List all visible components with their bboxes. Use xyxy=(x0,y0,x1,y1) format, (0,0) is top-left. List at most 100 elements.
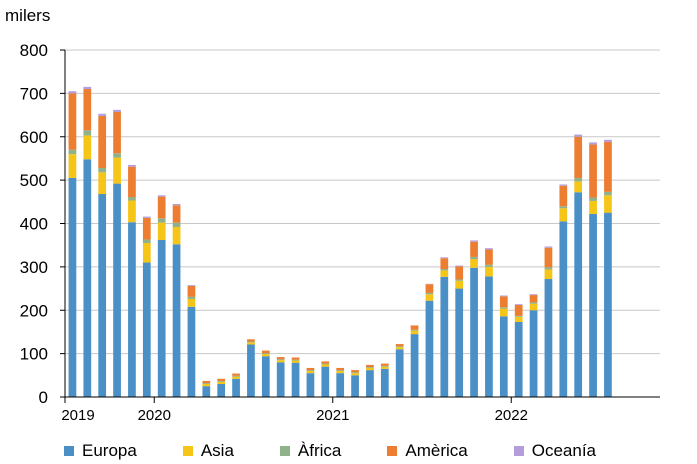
bar-segment-asia xyxy=(485,266,493,277)
bar-segment-oceania xyxy=(68,91,77,94)
bar-segment-frica xyxy=(306,370,315,371)
bar-segment-frica xyxy=(604,191,612,196)
bar-segment-europa xyxy=(217,383,226,397)
bar-segment-amrica xyxy=(157,196,166,219)
bars xyxy=(68,86,612,397)
bar-segment-amrica xyxy=(247,339,255,342)
bar-segment-europa xyxy=(83,159,92,397)
bar-segment-amrica xyxy=(559,185,568,207)
bar-segment-asia xyxy=(306,370,315,374)
bar-segment-europa xyxy=(113,183,121,397)
bar-segment-oceania xyxy=(440,257,449,259)
bar-segment-asia xyxy=(366,367,374,371)
bar-segment-asia xyxy=(113,157,121,184)
bar-segment-europa xyxy=(172,244,181,397)
bar-segment-amrica xyxy=(321,361,330,364)
bar-segment-frica xyxy=(291,359,300,361)
bar-segment-amrica xyxy=(470,241,478,257)
bar-segment-asia xyxy=(514,316,523,322)
bar-segment-asia xyxy=(202,383,211,387)
bar-segment-europa xyxy=(291,362,300,397)
gridlines xyxy=(65,49,660,355)
bar-segment-frica xyxy=(261,353,270,355)
bar-segment-asia xyxy=(98,172,107,195)
bar-segment-asia xyxy=(499,308,508,317)
bar-segment-europa xyxy=(261,356,270,397)
bar-segment-europa xyxy=(128,222,136,397)
bar-segment-europa xyxy=(187,306,196,397)
bar-segment-frica xyxy=(157,218,166,223)
legend-label-america: Amèrica xyxy=(405,441,468,460)
bar-segment-asia xyxy=(455,280,464,289)
bar-segment-frica xyxy=(202,383,211,384)
bar-segment-europa xyxy=(232,378,240,397)
bar-segment-asia xyxy=(232,376,240,379)
bar-segment-europa xyxy=(366,370,374,397)
bar-segment-asia xyxy=(604,195,612,213)
bar-segment-europa xyxy=(380,368,389,397)
bar-segment-amrica xyxy=(202,380,211,384)
bar-segment-amrica xyxy=(366,364,374,368)
bar-segment-oceania xyxy=(83,86,92,90)
bar-segment-amrica xyxy=(68,93,77,150)
legend-label-europa: Europa xyxy=(82,441,137,460)
bar-segment-amrica xyxy=(306,367,315,371)
bar-segment-amrica xyxy=(351,370,359,373)
bar-segment-asia xyxy=(142,243,151,263)
bar-segment-amrica xyxy=(261,350,270,354)
bar-segment-europa xyxy=(544,279,553,397)
bar-segment-frica xyxy=(247,341,255,343)
bar-segment-oceania xyxy=(172,203,181,206)
bar-segment-europa xyxy=(157,239,166,397)
bar-segment-europa xyxy=(559,221,568,397)
bar-segment-oceania xyxy=(499,295,508,297)
bar-segment-frica xyxy=(574,177,583,182)
legend-item-europa: Europa xyxy=(64,441,137,461)
bar-segment-europa xyxy=(276,362,285,397)
bar-segment-amrica xyxy=(128,166,136,198)
bar-segment-frica xyxy=(485,264,493,267)
bar-segment-europa xyxy=(336,373,345,397)
bar-segment-amrica xyxy=(217,378,226,381)
x-tick-label: 2019 xyxy=(61,407,94,424)
bar-segment-frica xyxy=(440,269,449,271)
bar-segment-asia xyxy=(291,360,300,363)
bar-segment-frica xyxy=(351,372,359,374)
bar-segment-asia xyxy=(321,364,330,367)
bar-segment-frica xyxy=(499,307,508,309)
legend-swatch-america xyxy=(387,446,398,456)
bar-segment-frica xyxy=(172,222,181,227)
legend-item-africa: Àfrica xyxy=(279,441,341,461)
legend-swatch-oceania xyxy=(513,446,524,456)
y-tick-label: 700 xyxy=(20,84,48,103)
bar-segment-asia xyxy=(83,135,92,160)
bar-segment-asia xyxy=(380,366,389,369)
bar-segment-amrica xyxy=(529,295,538,303)
y-axis-label: milers xyxy=(5,6,50,25)
bar-segment-amrica xyxy=(113,112,121,154)
bar-segment-asia xyxy=(336,370,345,374)
bar-segment-asia xyxy=(276,360,285,363)
bar-segment-europa xyxy=(440,276,449,397)
bar-segment-frica xyxy=(68,149,77,155)
bar-segment-amrica xyxy=(276,357,285,360)
y-tick-label: 600 xyxy=(20,128,48,147)
bar-segment-amrica xyxy=(98,115,107,168)
bar-segment-oceania xyxy=(157,195,166,197)
bar-segment-asia xyxy=(68,154,77,178)
bar-segment-asia xyxy=(559,208,568,222)
bar-segment-europa xyxy=(470,267,478,397)
bar-segment-frica xyxy=(410,329,419,331)
bar-segment-amrica xyxy=(589,144,597,198)
x-tick-label: 2021 xyxy=(316,407,349,424)
bar-segment-asia xyxy=(395,347,404,350)
bar-segment-europa xyxy=(410,334,419,397)
bar-segment-asia xyxy=(172,226,181,245)
legend-label-oceania: Oceanía xyxy=(531,441,596,460)
bar-segment-europa xyxy=(247,344,255,397)
bar-segment-amrica xyxy=(604,141,612,192)
bar-segment-asia xyxy=(544,269,553,280)
bar-segment-frica xyxy=(559,206,568,209)
bar-segment-europa xyxy=(98,194,107,397)
bar-segment-oceania xyxy=(470,240,478,242)
